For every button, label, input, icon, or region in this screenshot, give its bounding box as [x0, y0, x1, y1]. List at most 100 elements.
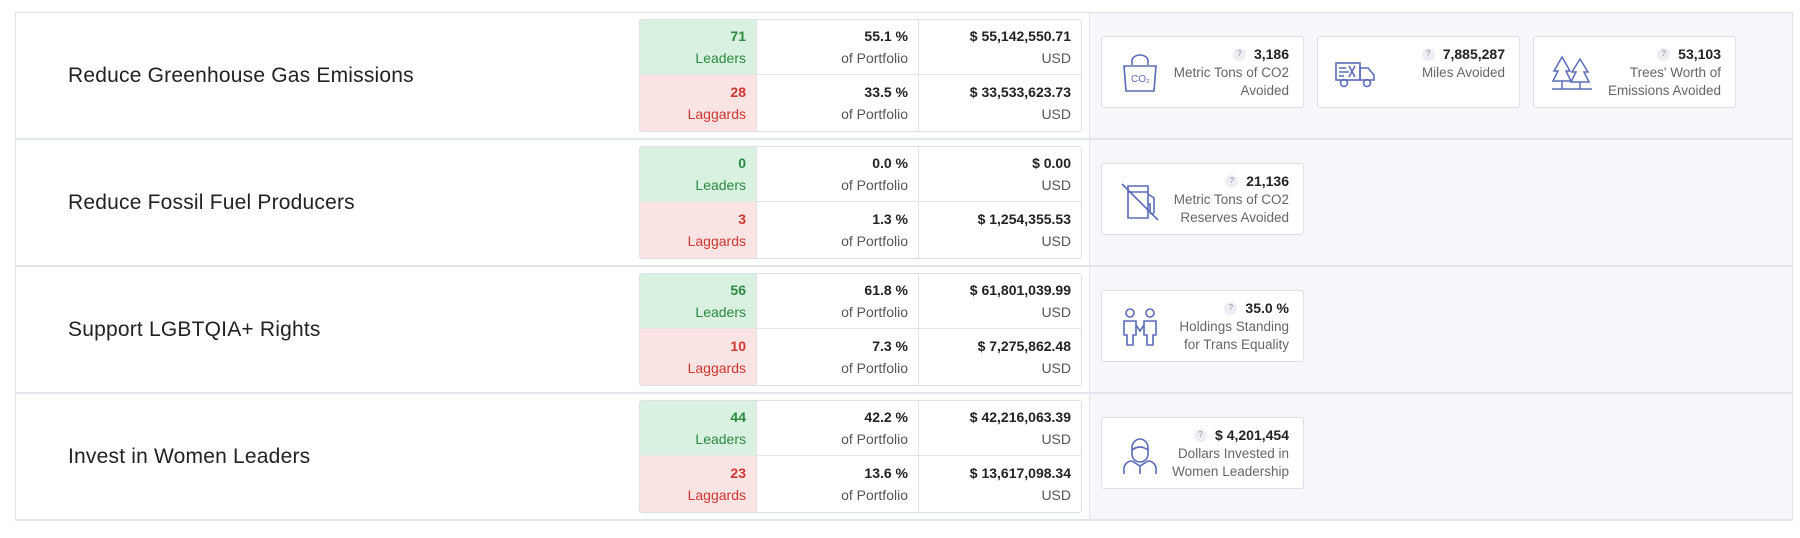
- impact-info: ? 21,136 Metric Tons of CO2 Reserves Avo…: [1174, 171, 1289, 227]
- no-fuel-icon: [1121, 183, 1159, 221]
- usd-label: USD: [1041, 431, 1071, 447]
- impact-value-line: ? $ 4,201,454: [1172, 425, 1289, 445]
- leaders-amount-cell: $ 0.00 USD: [918, 147, 1081, 202]
- laggards-cell[interactable]: 28 Laggards: [640, 75, 756, 131]
- impact-value: 3,186: [1253, 46, 1289, 62]
- leaders-amount-cell: $ 42,216,063.39 USD: [918, 401, 1081, 456]
- leaders-cell[interactable]: 56 Leaders: [640, 274, 756, 329]
- laggards-pct: 7.3 %: [872, 338, 908, 354]
- laggards-label: Laggards: [687, 360, 746, 376]
- help-icon[interactable]: ?: [1194, 428, 1208, 442]
- usd-label: USD: [1041, 233, 1071, 249]
- impact-value-line: ? 21,136: [1174, 171, 1289, 191]
- goal-title: Invest in Women Leaders: [68, 444, 311, 468]
- table-row: Invest in Women Leaders 44 Leaders 42.2 …: [16, 394, 1792, 521]
- impact-card: ? 7,885,287 Miles Avoided: [1317, 36, 1520, 108]
- of-portfolio-label: of Portfolio: [841, 233, 908, 249]
- trees-icon: [1551, 55, 1592, 90]
- impact-value-line: ? 7,885,287: [1421, 44, 1505, 64]
- leaders-cell[interactable]: 0 Leaders: [640, 147, 756, 202]
- help-icon[interactable]: ?: [1421, 47, 1435, 61]
- laggards-cell[interactable]: 10 Laggards: [640, 329, 756, 385]
- impact-label: Miles Avoided: [1421, 65, 1505, 80]
- laggards-pct: 1.3 %: [872, 211, 908, 227]
- impact-info: ? 7,885,287 Miles Avoided: [1421, 44, 1505, 82]
- help-icon[interactable]: ?: [1232, 47, 1246, 61]
- impact-value-line: ? 3,186: [1174, 44, 1289, 64]
- help-icon[interactable]: ?: [1657, 47, 1671, 61]
- impact-label: Trees' Worth of: [1629, 65, 1721, 80]
- laggards-pct: 33.5 %: [864, 84, 908, 100]
- impact-value: 53,103: [1678, 46, 1721, 62]
- of-portfolio-label: of Portfolio: [841, 360, 908, 376]
- impact-info: ? $ 4,201,454 Dollars Invested in Women …: [1172, 425, 1289, 481]
- impact-cards: ? $ 4,201,454 Dollars Invested in Women …: [1101, 417, 1304, 489]
- leaders-amount: $ 42,216,063.39: [969, 409, 1071, 425]
- impact-label: Metric Tons of CO2: [1173, 192, 1289, 207]
- of-portfolio-label: of Portfolio: [841, 304, 908, 320]
- leaders-label: Leaders: [695, 304, 746, 320]
- impact-value-line: ? 35.0 %: [1179, 298, 1289, 318]
- leaders-amount: $ 55,142,550.71: [969, 28, 1071, 44]
- leaders-pct-cell: 61.8 % of Portfolio: [756, 274, 918, 329]
- laggards-pct: 13.6 %: [864, 465, 908, 481]
- impact-info: ? 53,103 Trees' Worth of Emissions Avoid…: [1608, 44, 1721, 100]
- goal-title: Support LGBTQIA+ Rights: [68, 317, 321, 341]
- laggards-cell[interactable]: 23 Laggards: [640, 456, 756, 512]
- woman-icon: [1123, 438, 1157, 474]
- co2-bag-icon: CO₂: [1123, 54, 1157, 92]
- leaders-pct-cell: 42.2 % of Portfolio: [756, 401, 918, 456]
- usd-label: USD: [1041, 487, 1071, 503]
- help-icon[interactable]: ?: [1225, 174, 1239, 188]
- impact-label: Reserves Avoided: [1180, 210, 1289, 225]
- impact-card: ? $ 4,201,454 Dollars Invested in Women …: [1101, 417, 1304, 489]
- table-row: Reduce Fossil Fuel Producers 0 Leaders 0…: [16, 140, 1792, 267]
- of-portfolio-label: of Portfolio: [841, 177, 908, 193]
- svg-text:CO₂: CO₂: [1131, 74, 1150, 85]
- impact-card: ? 35.0 % Holdings Standing for Trans Equ…: [1101, 290, 1304, 362]
- of-portfolio-label: of Portfolio: [841, 487, 908, 503]
- usd-label: USD: [1041, 304, 1071, 320]
- impact-info: ? 35.0 % Holdings Standing for Trans Equ…: [1179, 298, 1289, 354]
- leaders-label: Leaders: [695, 177, 746, 193]
- impact-cards: ? 21,136 Metric Tons of CO2 Reserves Avo…: [1101, 163, 1304, 235]
- laggards-amount-cell: $ 7,275,862.48 USD: [918, 329, 1081, 385]
- impact-info: ? 3,186 Metric Tons of CO2 Avoided: [1174, 44, 1289, 100]
- laggards-cell[interactable]: 3 Laggards: [640, 202, 756, 258]
- metrics-grid: 56 Leaders 61.8 % of Portfolio $ 61,801,…: [639, 273, 1082, 386]
- leaders-pct: 0.0 %: [872, 155, 908, 171]
- leaders-count: 56: [730, 282, 746, 298]
- leaders-pct: 42.2 %: [864, 409, 908, 425]
- laggards-amount-cell: $ 33,533,623.73 USD: [918, 75, 1081, 131]
- impact-value: 21,136: [1246, 173, 1289, 189]
- impact-label: Metric Tons of CO2: [1173, 65, 1289, 80]
- leaders-cell[interactable]: 71 Leaders: [640, 20, 756, 75]
- help-icon[interactable]: ?: [1224, 301, 1238, 315]
- laggards-pct-cell: 1.3 % of Portfolio: [756, 202, 918, 258]
- leaders-pct: 55.1 %: [864, 28, 908, 44]
- table-row: Support LGBTQIA+ Rights 56 Leaders 61.8 …: [16, 267, 1792, 394]
- impact-label: for Trans Equality: [1183, 337, 1289, 352]
- leaders-amount-cell: $ 55,142,550.71 USD: [918, 20, 1081, 75]
- laggards-pct-cell: 7.3 % of Portfolio: [756, 329, 918, 385]
- table-row: Reduce Greenhouse Gas Emissions 71 Leade…: [16, 13, 1792, 140]
- impact-value: 35.0 %: [1245, 300, 1289, 316]
- laggards-amount: $ 7,275,862.48: [977, 338, 1071, 354]
- leaders-label: Leaders: [695, 431, 746, 447]
- usd-label: USD: [1041, 360, 1071, 376]
- truck-icon: [1335, 62, 1375, 88]
- leaders-amount-cell: $ 61,801,039.99 USD: [918, 274, 1081, 329]
- laggards-label: Laggards: [687, 106, 746, 122]
- goal-title: Reduce Greenhouse Gas Emissions: [68, 63, 414, 87]
- leaders-amount: $ 61,801,039.99: [969, 282, 1071, 298]
- laggards-amount: $ 33,533,623.73: [969, 84, 1071, 100]
- impact-value: $ 4,201,454: [1215, 427, 1289, 443]
- usd-label: USD: [1041, 106, 1071, 122]
- of-portfolio-label: of Portfolio: [841, 50, 908, 66]
- metrics-grid: 71 Leaders 55.1 % of Portfolio $ 55,142,…: [639, 19, 1082, 132]
- usd-label: USD: [1041, 50, 1071, 66]
- leaders-cell[interactable]: 44 Leaders: [640, 401, 756, 456]
- laggards-count: 10: [730, 338, 746, 354]
- goal-title: Reduce Fossil Fuel Producers: [68, 190, 355, 214]
- leaders-count: 71: [730, 28, 746, 44]
